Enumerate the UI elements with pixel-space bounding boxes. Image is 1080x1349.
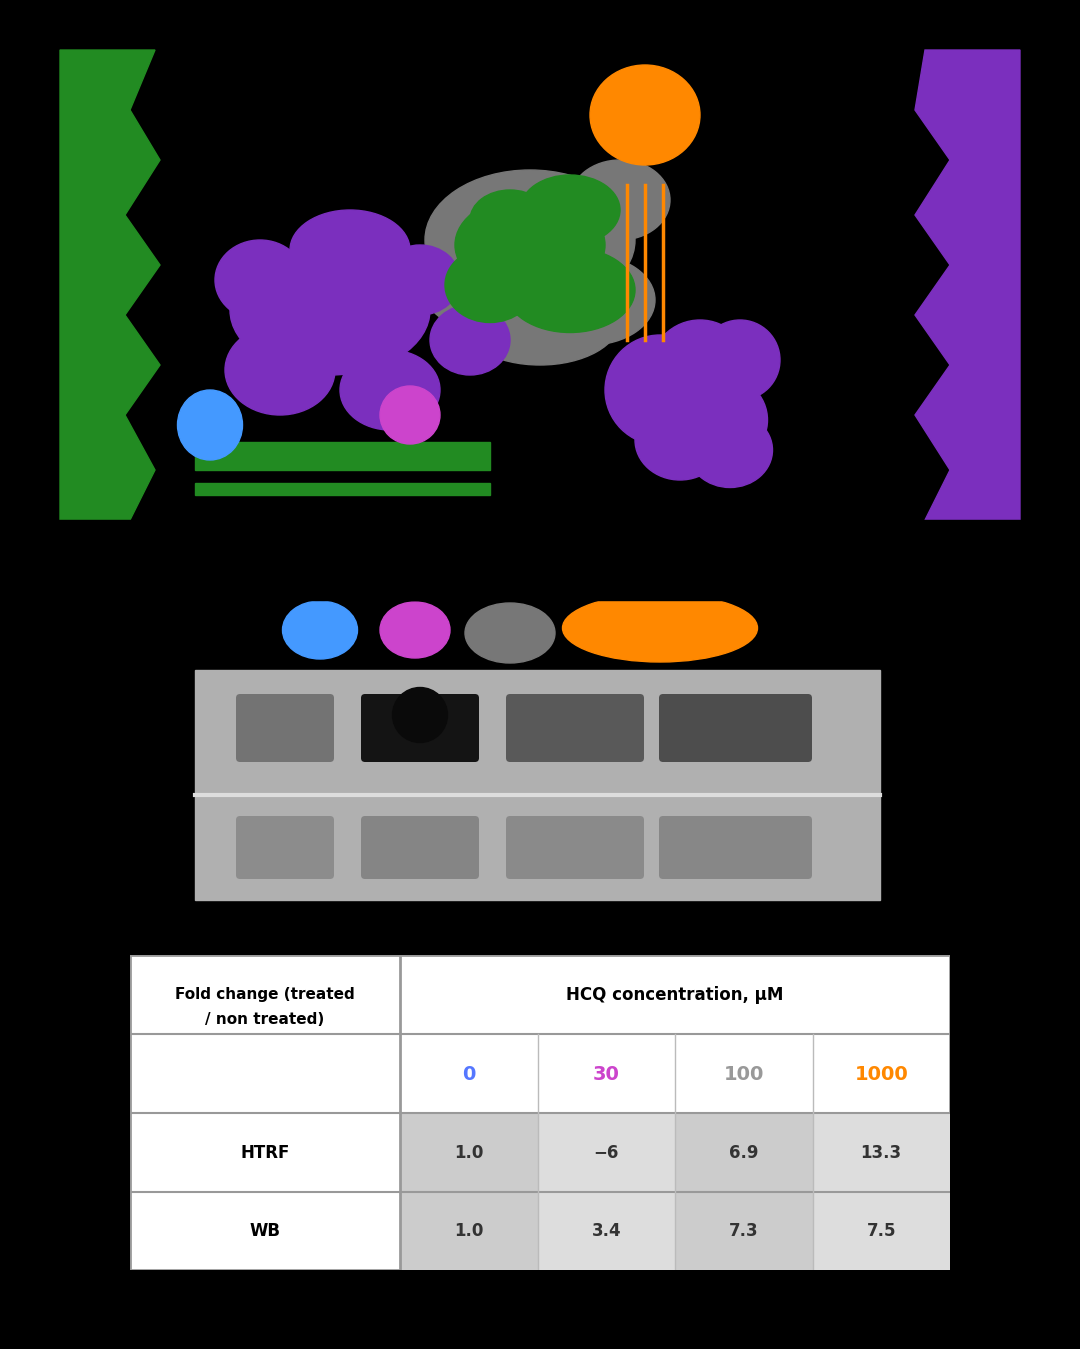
Ellipse shape: [340, 349, 440, 430]
Ellipse shape: [225, 325, 335, 415]
Text: 1.0: 1.0: [454, 1144, 484, 1161]
FancyBboxPatch shape: [237, 693, 334, 762]
Ellipse shape: [420, 229, 540, 331]
FancyBboxPatch shape: [237, 816, 334, 880]
Ellipse shape: [465, 603, 555, 662]
Ellipse shape: [380, 246, 460, 316]
Bar: [0, 519, 1080, 600]
Text: 30: 30: [593, 1064, 620, 1083]
Text: 100: 100: [724, 1064, 764, 1083]
FancyBboxPatch shape: [507, 816, 644, 880]
Ellipse shape: [519, 175, 620, 246]
Text: −6: −6: [594, 1144, 619, 1161]
Ellipse shape: [177, 390, 243, 460]
Text: 7.5: 7.5: [866, 1222, 896, 1240]
Ellipse shape: [700, 320, 780, 401]
Text: WB: WB: [249, 1222, 281, 1240]
Ellipse shape: [283, 602, 357, 660]
Ellipse shape: [605, 335, 715, 445]
Text: Fold change (treated: Fold change (treated: [175, 987, 355, 1002]
Ellipse shape: [380, 386, 440, 444]
Ellipse shape: [525, 255, 654, 345]
Ellipse shape: [380, 602, 450, 658]
Bar: [400, 1113, 538, 1269]
Text: 0: 0: [462, 1064, 475, 1083]
Bar: [538, 1113, 675, 1269]
FancyBboxPatch shape: [659, 693, 812, 762]
Text: 1.0: 1.0: [454, 1222, 484, 1240]
Ellipse shape: [570, 161, 670, 240]
Bar: [675, 1113, 812, 1269]
FancyBboxPatch shape: [361, 693, 480, 762]
Polygon shape: [915, 50, 1020, 519]
Bar: [195, 442, 490, 469]
Ellipse shape: [291, 210, 410, 290]
Text: 1000: 1000: [854, 1064, 908, 1083]
Ellipse shape: [635, 401, 725, 480]
Ellipse shape: [563, 594, 757, 662]
Ellipse shape: [688, 413, 772, 487]
Ellipse shape: [460, 275, 620, 366]
Bar: [195, 483, 490, 495]
Bar: [195, 670, 880, 900]
Text: 13.3: 13.3: [861, 1144, 902, 1161]
Bar: [812, 1113, 950, 1269]
FancyBboxPatch shape: [659, 816, 812, 880]
Ellipse shape: [455, 196, 605, 295]
Text: / non treated): / non treated): [205, 1013, 325, 1028]
Ellipse shape: [673, 375, 768, 465]
Ellipse shape: [650, 320, 750, 420]
Ellipse shape: [505, 247, 635, 332]
Text: 7.3: 7.3: [729, 1222, 758, 1240]
FancyBboxPatch shape: [507, 693, 644, 762]
Text: 3.4: 3.4: [592, 1222, 621, 1240]
Ellipse shape: [470, 190, 550, 250]
Ellipse shape: [430, 305, 510, 375]
FancyBboxPatch shape: [361, 816, 480, 880]
Text: HCQ concentration, μM: HCQ concentration, μM: [566, 986, 784, 1004]
Text: HTRF: HTRF: [241, 1144, 289, 1161]
Ellipse shape: [392, 688, 447, 742]
Ellipse shape: [230, 246, 430, 375]
Text: 6.9: 6.9: [729, 1144, 758, 1161]
Polygon shape: [60, 50, 160, 519]
Ellipse shape: [426, 170, 635, 310]
Ellipse shape: [215, 240, 305, 320]
Ellipse shape: [445, 247, 535, 322]
Ellipse shape: [590, 65, 700, 165]
